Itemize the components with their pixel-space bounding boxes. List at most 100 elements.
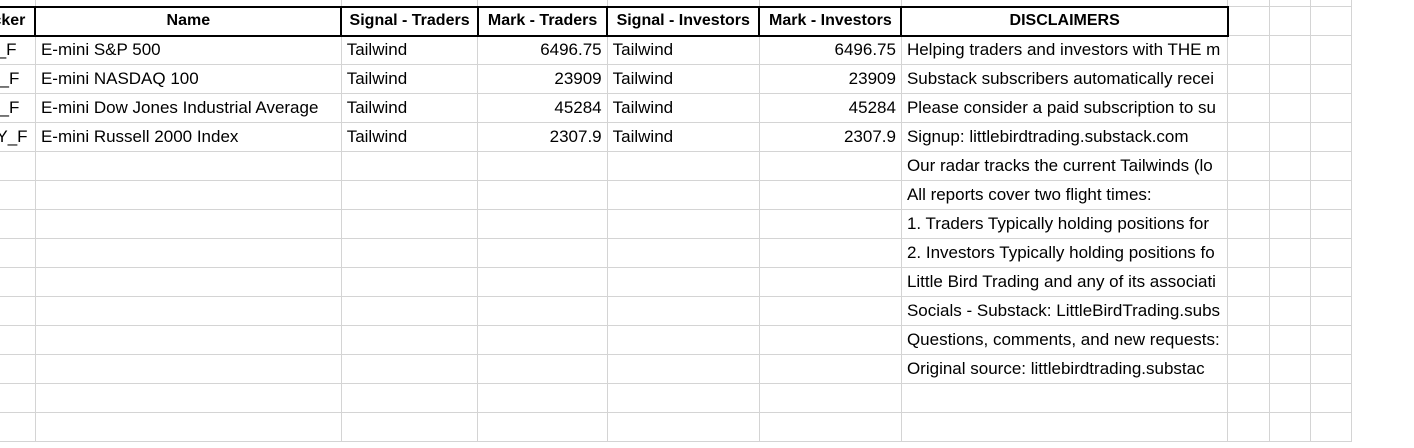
empty-cell[interactable] [758, 209, 902, 239]
signal-traders-cell[interactable]: Tailwind [340, 64, 479, 94]
empty-cell[interactable] [477, 151, 608, 181]
empty-cell[interactable] [1268, 238, 1311, 268]
empty-cell[interactable] [477, 325, 608, 355]
empty-cell[interactable] [1309, 267, 1353, 297]
empty-cell[interactable] [340, 209, 479, 239]
empty-cell[interactable] [1227, 412, 1270, 442]
empty-cell[interactable] [1309, 93, 1353, 123]
empty-cell[interactable] [34, 296, 342, 326]
empty-cell[interactable] [34, 209, 342, 239]
empty-cell[interactable] [1309, 325, 1353, 355]
empty-cell[interactable] [340, 354, 479, 384]
disclaimer-cell[interactable]: Socials - Substack: LittleBirdTrading.su… [900, 296, 1229, 326]
empty-cell[interactable] [340, 412, 479, 442]
empty-cell[interactable] [1227, 325, 1270, 355]
disclaimer-cell[interactable]: Please consider a paid subscription to s… [900, 93, 1229, 123]
empty-cell[interactable] [477, 267, 608, 297]
empty-cell[interactable] [477, 238, 608, 268]
empty-cell[interactable] [758, 151, 902, 181]
empty-cell[interactable] [1268, 383, 1311, 413]
header-name[interactable]: Name [34, 5, 343, 37]
empty-cell[interactable] [340, 238, 479, 268]
empty-cell[interactable] [0, 412, 36, 442]
empty-cell[interactable] [758, 383, 902, 413]
empty-cell[interactable] [0, 354, 36, 384]
empty-cell[interactable] [1227, 64, 1270, 94]
empty-cell[interactable] [340, 151, 479, 181]
empty-cell[interactable] [1268, 151, 1311, 181]
empty-cell[interactable] [0, 209, 36, 239]
ticker-cell[interactable]: YM_F [0, 93, 36, 123]
signal-investors-cell[interactable]: Tailwind [606, 35, 760, 65]
mark-traders-cell[interactable]: 6496.75 [477, 35, 608, 65]
empty-cell[interactable] [758, 325, 902, 355]
empty-cell[interactable] [1309, 180, 1353, 210]
empty-cell[interactable] [1227, 93, 1270, 123]
empty-cell[interactable] [1309, 296, 1353, 326]
disclaimer-cell[interactable] [900, 412, 1229, 442]
empty-cell[interactable] [0, 180, 36, 210]
empty-cell[interactable] [34, 354, 342, 384]
empty-cell[interactable] [758, 238, 902, 268]
empty-cell[interactable] [606, 238, 760, 268]
mark-investors-cell[interactable]: 2307.9 [758, 122, 902, 152]
empty-cell[interactable] [340, 383, 479, 413]
header-disclaimers[interactable]: DISCLAIMERS [900, 5, 1229, 37]
signal-traders-cell[interactable]: Tailwind [340, 122, 479, 152]
empty-cell[interactable] [477, 383, 608, 413]
signal-investors-cell[interactable]: Tailwind [606, 122, 760, 152]
empty-cell[interactable] [606, 354, 760, 384]
empty-cell[interactable] [606, 180, 760, 210]
empty-cell[interactable] [34, 151, 342, 181]
name-cell[interactable]: E-mini Dow Jones Industrial Average [34, 93, 342, 123]
ticker-cell[interactable]: RTY_F [0, 122, 36, 152]
empty-cell[interactable] [1227, 122, 1270, 152]
empty-cell[interactable] [758, 412, 902, 442]
header-mark-traders[interactable]: Mark - Traders [476, 5, 609, 37]
empty-cell[interactable] [758, 296, 902, 326]
empty-cell[interactable] [1268, 209, 1311, 239]
disclaimer-cell[interactable] [900, 383, 1229, 413]
disclaimer-cell[interactable]: Helping traders and investors with THE m [900, 35, 1229, 65]
empty-cell[interactable] [1268, 296, 1311, 326]
disclaimer-cell[interactable]: Signup: littlebirdtrading.substack.com [900, 122, 1229, 152]
empty-cell[interactable] [477, 412, 608, 442]
empty-cell[interactable] [1268, 122, 1311, 152]
empty-cell[interactable] [1309, 383, 1353, 413]
mark-traders-cell[interactable]: 45284 [477, 93, 608, 123]
empty-cell[interactable] [1268, 6, 1311, 36]
empty-cell[interactable] [1309, 412, 1353, 442]
disclaimer-cell[interactable]: Our radar tracks the current Tailwinds (… [900, 151, 1229, 181]
empty-cell[interactable] [1227, 209, 1270, 239]
empty-cell[interactable] [1227, 35, 1270, 65]
empty-cell[interactable] [1227, 180, 1270, 210]
signal-traders-cell[interactable]: Tailwind [340, 93, 479, 123]
empty-cell[interactable] [1309, 238, 1353, 268]
empty-cell[interactable] [1268, 180, 1311, 210]
empty-cell[interactable] [477, 354, 608, 384]
empty-cell[interactable] [1227, 267, 1270, 297]
empty-cell[interactable] [477, 296, 608, 326]
empty-cell[interactable] [1309, 209, 1353, 239]
signal-investors-cell[interactable]: Tailwind [606, 64, 760, 94]
empty-cell[interactable] [0, 267, 36, 297]
mark-traders-cell[interactable]: 23909 [477, 64, 608, 94]
empty-cell[interactable] [34, 383, 342, 413]
disclaimer-cell[interactable]: All reports cover two flight times: [900, 180, 1229, 210]
header-mark-investors[interactable]: Mark - Investors [758, 5, 903, 37]
empty-cell[interactable] [1309, 6, 1353, 36]
mark-investors-cell[interactable]: 6496.75 [758, 35, 902, 65]
ticker-cell[interactable]: ES_F [0, 35, 36, 65]
empty-cell[interactable] [1268, 325, 1311, 355]
disclaimer-cell[interactable]: Little Bird Trading and any of its assoc… [900, 267, 1229, 297]
empty-cell[interactable] [1268, 35, 1311, 65]
empty-cell[interactable] [0, 325, 36, 355]
empty-cell[interactable] [1227, 6, 1270, 36]
ticker-cell[interactable]: NQ_F [0, 64, 36, 94]
empty-cell[interactable] [34, 325, 342, 355]
mark-investors-cell[interactable]: 23909 [758, 64, 902, 94]
mark-traders-cell[interactable]: 2307.9 [477, 122, 608, 152]
signal-investors-cell[interactable]: Tailwind [606, 93, 760, 123]
empty-cell[interactable] [34, 267, 342, 297]
empty-cell[interactable] [606, 412, 760, 442]
